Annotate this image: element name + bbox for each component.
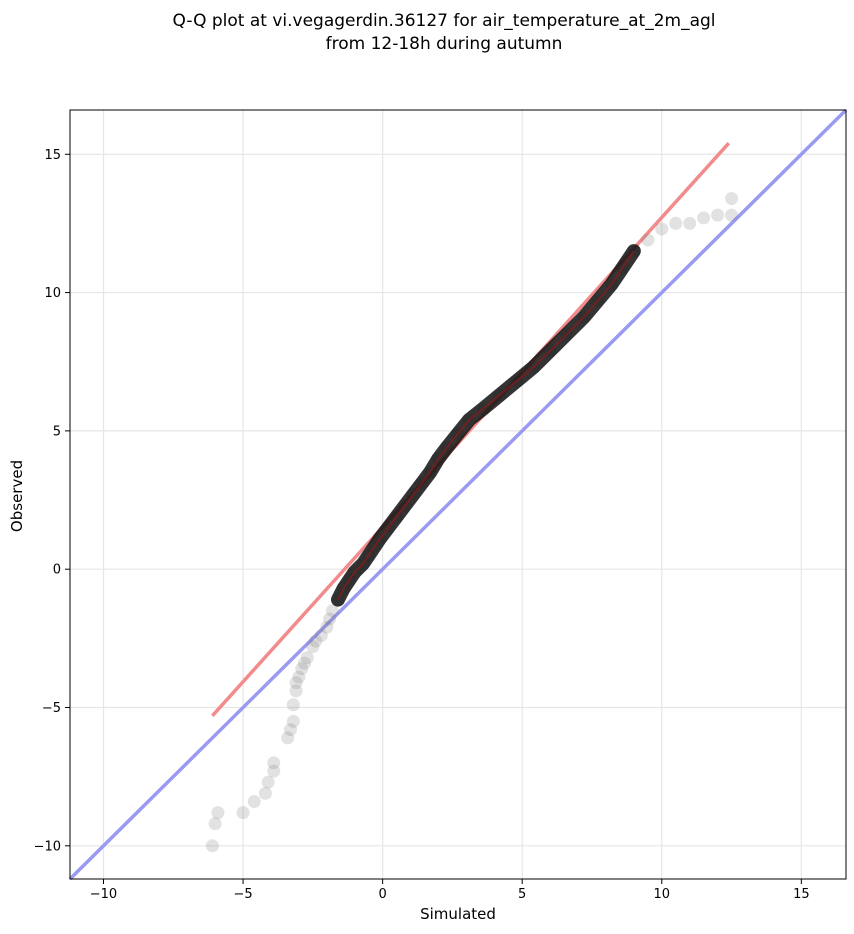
scatter-point-58 — [697, 211, 711, 225]
scatter-point-16 — [295, 662, 309, 676]
scatter-point-59 — [711, 208, 725, 222]
scatter-point-15 — [292, 670, 306, 684]
scatter-point-1 — [208, 817, 222, 831]
scatter-point-60 — [725, 208, 739, 222]
y-tick-label-0: −10 — [34, 839, 61, 854]
grid — [70, 110, 846, 879]
x-tick-label-4: 10 — [653, 887, 670, 902]
scatter-point-11 — [286, 714, 300, 728]
dense-fit-overlay — [337, 250, 635, 601]
scatter-point-6 — [261, 775, 275, 789]
scatter-point-13 — [289, 684, 303, 698]
y-tick-label-5: 15 — [44, 148, 61, 163]
scatter-point-0 — [205, 839, 219, 853]
chart-title-line-1: Q-Q plot at vi.vegagerdin.36127 for air_… — [172, 11, 715, 31]
scatter-point-10 — [284, 723, 298, 737]
scatter-point-8 — [267, 756, 281, 770]
y-tick-label-2: 0 — [53, 563, 61, 578]
chart-title-line-2: from 12-18h during autumn — [326, 34, 563, 54]
scatter-point-18 — [300, 651, 314, 665]
scatter-point-7 — [267, 764, 281, 778]
y-tick-label-4: 10 — [44, 286, 61, 301]
scatter-point-61 — [725, 192, 739, 206]
scatter-point-19 — [306, 640, 320, 654]
scatter-point-56 — [669, 216, 683, 230]
scatter-point-5 — [258, 786, 272, 800]
scatter-point-17 — [297, 656, 311, 670]
scatter-point-57 — [683, 216, 697, 230]
scatter-points — [205, 192, 739, 853]
scatter-point-12 — [286, 698, 300, 712]
scatter-point-24 — [325, 604, 339, 618]
fit-line — [211, 142, 731, 717]
y-axis-label: Observed — [8, 460, 26, 532]
x-tick-label-2: 0 — [378, 887, 386, 902]
y-tick-label-1: −5 — [42, 701, 61, 716]
x-tick-label-1: −5 — [233, 887, 252, 902]
scatter-point-14 — [289, 676, 303, 690]
axis-ticks: −10 −5 0 5 10 15 −10 −5 0 5 10 15 — [34, 148, 810, 902]
scatter-point-54 — [641, 233, 655, 247]
reference-lines — [68, 108, 848, 881]
dense-overlay — [330, 244, 641, 607]
scatter-point-9 — [281, 731, 295, 745]
scatter-point-20 — [309, 634, 323, 648]
scatter-point-3 — [236, 806, 250, 820]
scatter-point-55 — [655, 222, 669, 236]
scatter-point-22 — [320, 620, 334, 634]
x-tick-label-5: 15 — [793, 887, 810, 902]
scatter-point-4 — [247, 795, 261, 809]
scatter-point-23 — [323, 612, 337, 626]
x-axis-label: Simulated — [420, 905, 496, 923]
identity-line — [68, 108, 848, 881]
x-tick-label-0: −10 — [90, 887, 117, 902]
scatter-point-21 — [314, 629, 328, 643]
plot-area-frame — [69, 109, 847, 880]
scatter-point-2 — [211, 806, 225, 820]
y-tick-label-3: 5 — [53, 424, 61, 439]
x-tick-label-3: 5 — [518, 887, 526, 902]
